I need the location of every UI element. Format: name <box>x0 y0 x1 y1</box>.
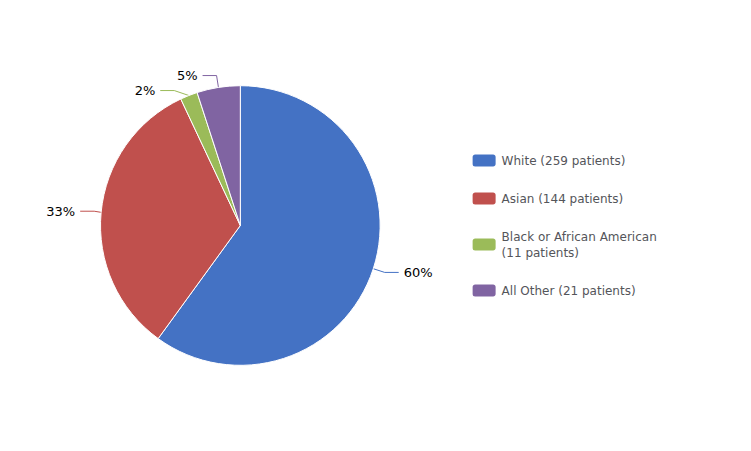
svg-text:Black or African American: Black or African American <box>502 230 657 244</box>
svg-text:(11 patients): (11 patients) <box>502 246 579 260</box>
svg-text:2%: 2% <box>135 83 156 98</box>
svg-text:5%: 5% <box>177 68 198 83</box>
svg-text:All Other (21 patients): All Other (21 patients) <box>502 284 636 298</box>
svg-text:60%: 60% <box>404 265 433 280</box>
svg-text:33%: 33% <box>46 204 75 219</box>
svg-text:Asian (144 patients): Asian (144 patients) <box>502 192 624 206</box>
svg-text:White (259 patients): White (259 patients) <box>502 154 626 168</box>
